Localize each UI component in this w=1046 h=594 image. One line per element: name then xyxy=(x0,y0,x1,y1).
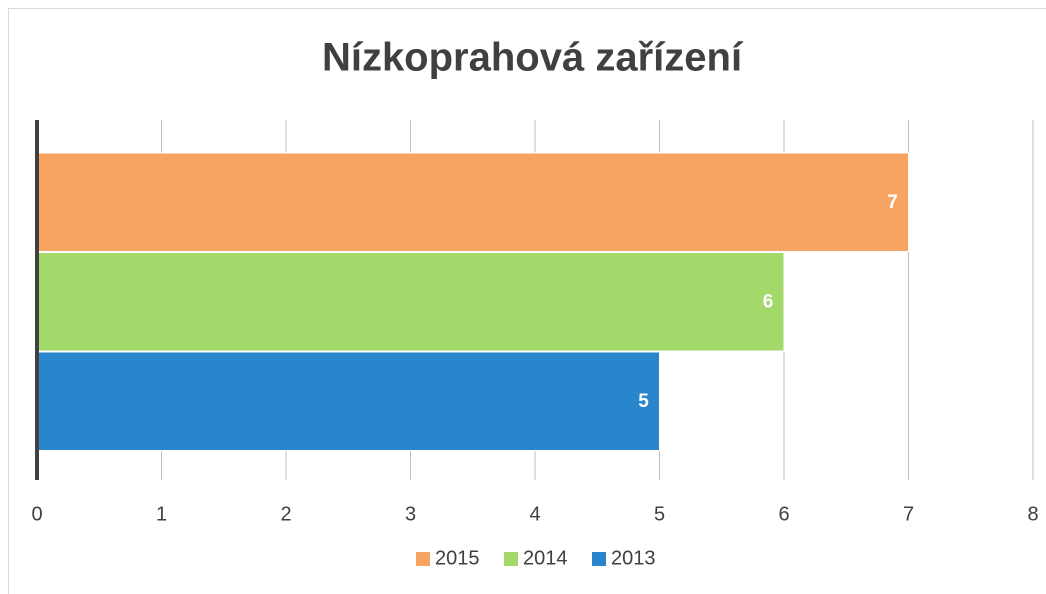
legend-swatch xyxy=(592,552,606,566)
chart-title: Nízkoprahová zařízení xyxy=(322,36,744,80)
data-label: 7 xyxy=(887,192,898,213)
x-tick-label: 8 xyxy=(1027,503,1038,525)
x-tick-label: 7 xyxy=(903,503,914,525)
legend-label: 2015 xyxy=(435,547,480,569)
legend-label: 2014 xyxy=(523,547,568,569)
x-tick-label: 5 xyxy=(654,503,665,525)
x-tick-label: 0 xyxy=(31,503,42,525)
bar xyxy=(36,351,660,451)
legend-swatch xyxy=(416,552,430,566)
data-label: 5 xyxy=(638,391,649,412)
data-label: 6 xyxy=(763,291,774,312)
x-tick-label: 1 xyxy=(156,503,167,525)
bar xyxy=(36,252,785,352)
x-tick-label: 6 xyxy=(778,503,789,525)
legend-swatch xyxy=(504,552,518,566)
x-tick-label: 2 xyxy=(280,503,291,525)
x-tick-label: 4 xyxy=(529,503,540,525)
legend-label: 2013 xyxy=(611,547,656,569)
bar xyxy=(36,152,909,252)
x-tick-label: 3 xyxy=(405,503,416,525)
